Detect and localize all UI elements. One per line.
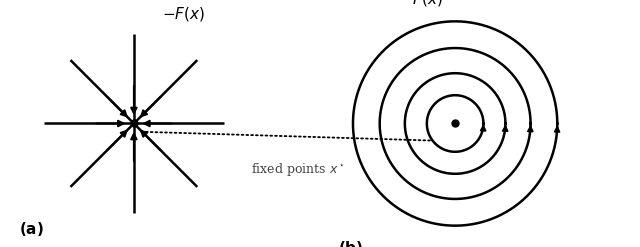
Text: $-F(x)$: $-F(x)$	[162, 5, 205, 23]
Text: $-F(x)$: $-F(x)$	[400, 0, 444, 8]
Text: $\mathbf{(b)}$: $\mathbf{(b)}$	[338, 239, 364, 247]
Text: fixed points $x^\star$: fixed points $x^\star$	[252, 161, 346, 178]
Text: $\mathbf{(a)}$: $\mathbf{(a)}$	[19, 220, 44, 238]
